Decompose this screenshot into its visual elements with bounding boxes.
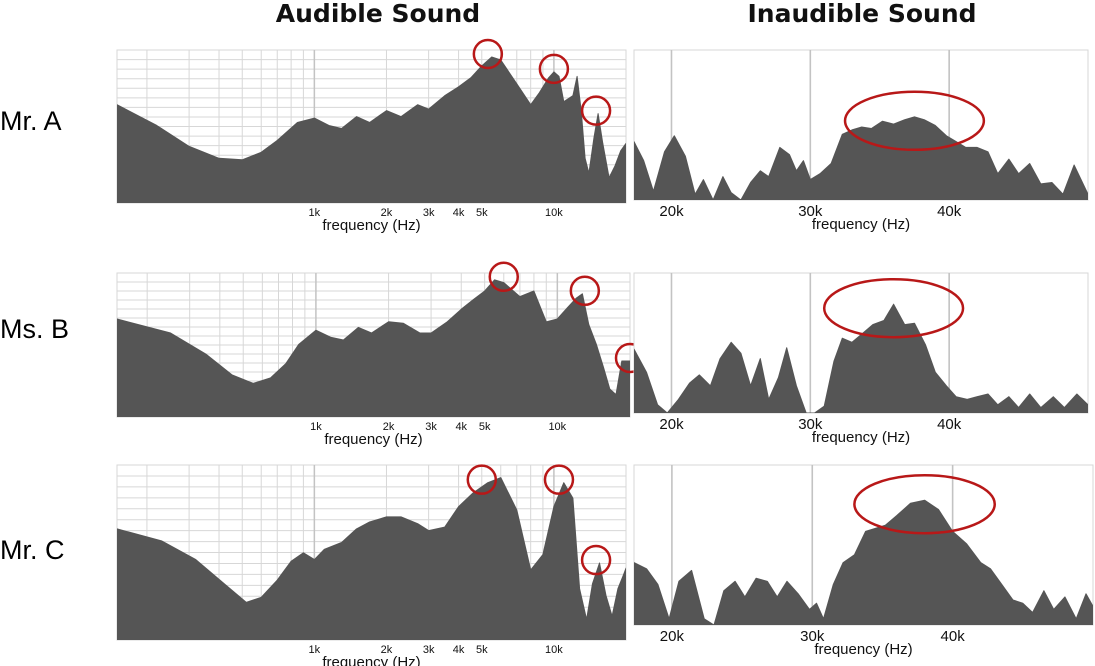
x-tick-label: 20k: [659, 416, 684, 433]
x-tick-label: 1k: [309, 207, 321, 219]
x-tick-label: 1k: [309, 644, 321, 656]
x-axis-label: frequency (Hz): [812, 216, 910, 233]
x-tick-label: 4k: [453, 207, 465, 219]
x-tick-label: 5k: [476, 207, 488, 219]
panel-content: [117, 50, 626, 203]
x-axis-label: frequency (Hz): [322, 217, 420, 234]
panel-mr-c-audible: 1k 2k 3k 4k 5k 10k frequency (Hz): [116, 464, 627, 666]
x-tick-label: 5k: [476, 644, 488, 656]
x-tick-label: 4k: [455, 421, 467, 433]
column-title-inaudible: Inaudible Sound: [747, 0, 976, 28]
x-tick-label: 2k: [381, 644, 393, 656]
peak-highlight-circle: [569, 275, 601, 307]
row-label-ms-b: Ms. B: [0, 314, 69, 344]
spectrum-area: [117, 279, 630, 417]
x-axis-label: frequency (Hz): [814, 641, 912, 658]
x-tick-label: 1k: [310, 421, 322, 433]
x-tick-label: 3k: [423, 644, 435, 656]
x-tick-label: 10k: [548, 421, 566, 433]
x-tick-label: 20k: [660, 628, 685, 645]
x-tick-label: 20k: [659, 203, 684, 220]
x-tick-label: 30k: [800, 628, 825, 645]
panel-content: [634, 273, 1088, 413]
peak-highlight-circle: [543, 464, 575, 495]
x-tick-label: 3k: [425, 421, 437, 433]
panel-mr-a-audible: 1k 2k 3k 4k 5k 10k frequency (Hz): [116, 38, 627, 234]
panel-ms-b-inaudible: 20k 30k 40k frequency (Hz): [633, 272, 1089, 446]
x-tick-label: 2k: [381, 207, 393, 219]
row-label-mr-a: Mr. A: [0, 106, 62, 136]
x-tick-label: 40k: [941, 628, 966, 645]
x-tick-label: 30k: [798, 203, 823, 220]
panel-content: [117, 273, 630, 417]
x-axis-label: frequency (Hz): [812, 429, 910, 446]
spectrum-area: [634, 303, 1088, 413]
row-label-mr-c: Mr. C: [0, 535, 65, 565]
peak-highlight-ellipse: [853, 473, 996, 535]
peak-highlight-circle: [466, 464, 498, 495]
x-axis-label: frequency (Hz): [324, 431, 422, 448]
panel-ms-b-audible: 1k 2k 3k 4k 5k 10k frequency (Hz): [116, 261, 646, 448]
x-tick-label: 10k: [545, 644, 563, 656]
x-tick-label: 30k: [798, 416, 823, 433]
peak-highlight-circle: [472, 38, 504, 70]
x-axis-label: frequency (Hz): [322, 654, 420, 666]
peak-highlight-circle: [538, 53, 570, 85]
panel-content: [117, 465, 626, 640]
x-tick-label: 5k: [479, 421, 491, 433]
x-tick-label: 40k: [937, 416, 962, 433]
spectrum-area: [117, 56, 626, 203]
x-tick-label: 4k: [453, 644, 465, 656]
panel-content: [634, 50, 1088, 200]
peak-highlight-ellipse: [822, 277, 965, 339]
x-tick-label: 10k: [545, 207, 563, 219]
peak-highlight-circle: [580, 544, 612, 576]
peak-highlight-circle: [580, 95, 612, 126]
x-tick-label: 2k: [383, 421, 395, 433]
panel-mr-c-inaudible: 20k 30k 40k frequency (Hz): [633, 464, 1094, 658]
peak-highlight-ellipse: [843, 90, 986, 152]
spectrum-area: [634, 116, 1088, 200]
column-title-audible: Audible Sound: [276, 0, 480, 28]
x-tick-label: 3k: [423, 207, 435, 219]
peak-highlight-circle: [488, 261, 520, 293]
x-tick-label: 40k: [937, 203, 962, 220]
spectrum-area: [634, 499, 1093, 625]
panel-content: [634, 465, 1093, 625]
chart-panels: 1k 2k 3k 4k 5k 10k frequency (Hz) 20k 30k 40k freq…: [116, 38, 1094, 666]
panel-mr-a-inaudible: 20k 30k 40k frequency (Hz): [633, 49, 1089, 233]
